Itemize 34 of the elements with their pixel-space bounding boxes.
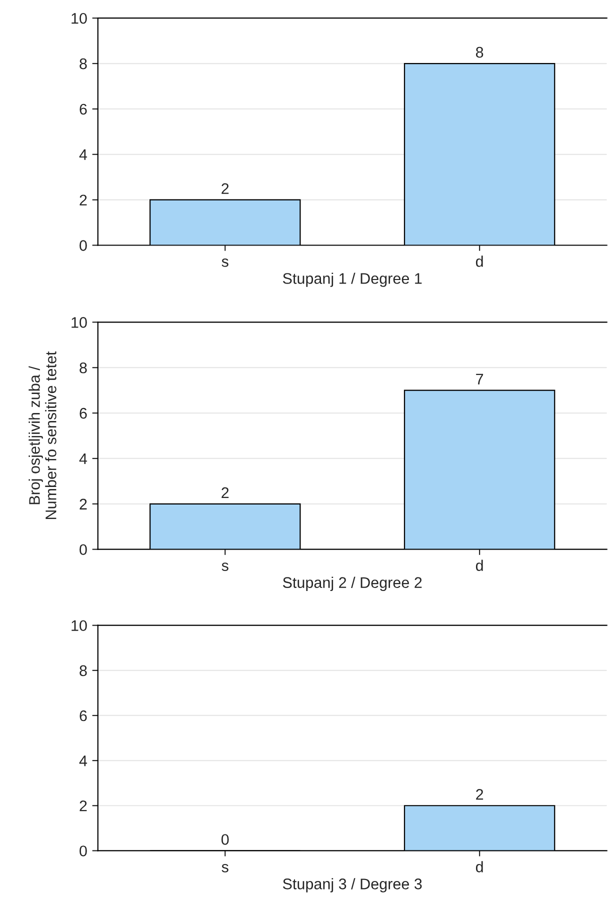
data-label: 0 bbox=[221, 834, 229, 845]
y-tick-label: 0 bbox=[80, 544, 87, 556]
y-tick-label: 6 bbox=[80, 408, 87, 419]
x-tick-label: d bbox=[476, 256, 483, 267]
data-label: 8 bbox=[476, 46, 484, 58]
y-tick-label: 2 bbox=[80, 800, 87, 812]
x-axis-title: Stupanj 1 / Degree 1 bbox=[282, 272, 422, 287]
y-tick-label: 10 bbox=[72, 12, 87, 24]
data-label: 2 bbox=[476, 789, 484, 800]
y-tick-label: 2 bbox=[80, 194, 87, 206]
y-tick-label: 4 bbox=[79, 756, 88, 766]
data-label: 2 bbox=[222, 183, 229, 194]
x-tick-label: d bbox=[476, 861, 483, 872]
y-tick-label: 4 bbox=[79, 454, 88, 464]
y-tick-label: 10 bbox=[72, 317, 87, 328]
y-tick-label: 0 bbox=[80, 240, 87, 251]
x-tick-label: d bbox=[476, 560, 483, 571]
y-tick-label: 4 bbox=[79, 149, 88, 160]
data-label: 2 bbox=[222, 487, 229, 498]
y-tick-label: 8 bbox=[80, 58, 87, 70]
x-tick-label: s bbox=[222, 562, 228, 571]
y-tick-label: 8 bbox=[80, 665, 87, 676]
y-tick-label: 0 bbox=[80, 846, 87, 856]
x-tick-label: s bbox=[222, 864, 228, 872]
y-tick-label: 2 bbox=[80, 498, 87, 510]
y-tick-label: 6 bbox=[80, 104, 87, 115]
y-tick-label: 6 bbox=[80, 710, 87, 722]
y-axis-title: Broj osjetljivih zuba / Number fo sensitive tetet bbox=[28, 351, 56, 519]
x-tick-label: s bbox=[222, 258, 228, 267]
y-tick-label: 10 bbox=[72, 620, 87, 632]
data-label: 7 bbox=[476, 374, 484, 384]
y-tick-label: 8 bbox=[80, 362, 87, 374]
x-axis-title: Stupanj 2 / Degree 2 bbox=[282, 576, 422, 592]
x-axis-title: Stupanj 3 / Degree 3 bbox=[282, 878, 422, 892]
